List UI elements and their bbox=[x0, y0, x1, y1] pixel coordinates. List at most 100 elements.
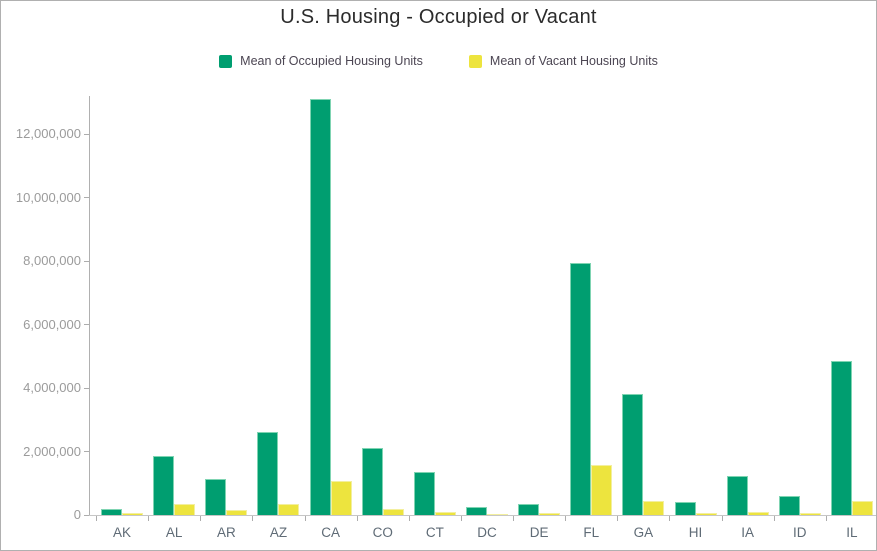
occupied-bar-ca bbox=[309, 99, 331, 515]
category-group-ia bbox=[722, 96, 774, 515]
category-group-ak bbox=[96, 96, 148, 515]
category-group-id bbox=[774, 96, 826, 515]
occupied-bar-ar bbox=[205, 478, 227, 515]
category-group-hi bbox=[670, 96, 722, 515]
x-axis-line bbox=[89, 515, 876, 516]
x-axis-label-dc: DC bbox=[477, 525, 497, 540]
category-group-dc bbox=[461, 96, 513, 515]
y-axis-tick-label: 0 bbox=[73, 507, 81, 522]
x-axis-label-ca: CA bbox=[321, 525, 340, 540]
vacant-bar-al bbox=[174, 503, 196, 515]
vacant-bar-de bbox=[539, 513, 561, 515]
x-axis-tick bbox=[96, 516, 97, 521]
x-axis-tick bbox=[252, 516, 254, 521]
vacant-bar-ia bbox=[747, 512, 769, 515]
occupied-series-swatch-icon bbox=[219, 54, 233, 68]
x-axis-tick bbox=[513, 516, 515, 521]
category-group-fl bbox=[565, 96, 617, 515]
y-axis-line bbox=[89, 96, 90, 516]
occupied-bar-ct bbox=[413, 472, 435, 515]
x-axis-tick bbox=[148, 516, 150, 521]
x-axis-label-id: ID bbox=[793, 525, 807, 540]
chart-title: U.S. Housing - Occupied or Vacant bbox=[280, 6, 597, 28]
y-axis-tick-label: 4,000,000 bbox=[23, 380, 81, 396]
x-axis-tick bbox=[669, 516, 671, 521]
vacant-bar-co bbox=[382, 509, 404, 515]
vacant-bar-ct bbox=[434, 512, 456, 515]
chart-legend: Mean of Occupied Housing Units Mean of V… bbox=[1, 54, 876, 68]
vacant-bar-ca bbox=[330, 481, 352, 515]
occupied-bar-ga bbox=[622, 394, 644, 515]
vacant-bar-az bbox=[278, 503, 300, 515]
x-axis-label-ia: IA bbox=[741, 525, 755, 540]
x-axis-tick bbox=[460, 516, 462, 521]
occupied-bar-id bbox=[778, 495, 800, 515]
x-axis-label-ar: AR bbox=[216, 525, 236, 540]
x-axis-tick bbox=[721, 516, 723, 521]
x-axis-tick bbox=[356, 516, 358, 521]
vacant-bar-ar bbox=[226, 510, 248, 515]
category-group-ga bbox=[617, 96, 669, 515]
legend-label-vacant: Mean of Vacant Housing Units bbox=[489, 54, 658, 68]
x-axis-label-ga: GA bbox=[633, 525, 654, 540]
x-axis-label-il: IL bbox=[846, 525, 858, 540]
y-axis-tick-label: 2,000,000 bbox=[23, 443, 81, 459]
vacant-bar-fl bbox=[591, 464, 613, 515]
y-axis-tick-label: 12,000,000 bbox=[15, 126, 81, 142]
x-axis-label-al: AL bbox=[165, 525, 183, 540]
vacant-bar-hi bbox=[695, 513, 717, 515]
x-axis-tick bbox=[825, 516, 827, 521]
vacant-bar-dc bbox=[487, 514, 509, 515]
plot-area bbox=[89, 96, 876, 515]
y-axis-tick bbox=[84, 387, 89, 389]
category-group-ar bbox=[200, 96, 252, 515]
vacant-series-swatch-icon bbox=[468, 54, 482, 68]
category-group-de bbox=[513, 96, 565, 515]
occupied-bar-il bbox=[831, 361, 853, 515]
y-axis-tick bbox=[84, 197, 89, 199]
x-axis-tick bbox=[408, 516, 410, 521]
x-axis-tick bbox=[304, 516, 306, 521]
y-axis-tick bbox=[84, 514, 89, 516]
legend-item-occupied: Mean of Occupied Housing Units bbox=[219, 54, 423, 68]
x-axis-tick bbox=[617, 516, 619, 521]
legend-label-occupied: Mean of Occupied Housing Units bbox=[240, 54, 423, 68]
y-axis-tick bbox=[84, 133, 89, 135]
category-group-ca bbox=[305, 96, 357, 515]
vacant-bar-il bbox=[852, 501, 874, 515]
category-group-il bbox=[826, 96, 876, 515]
y-axis-tick-label: 6,000,000 bbox=[23, 316, 81, 332]
x-axis-label-ct: CT bbox=[425, 525, 444, 540]
category-group-al bbox=[148, 96, 200, 515]
y-axis-tick bbox=[84, 260, 89, 262]
x-axis-tick bbox=[200, 516, 202, 521]
occupied-bar-ia bbox=[726, 475, 748, 515]
occupied-bar-hi bbox=[674, 502, 696, 515]
occupied-bar-co bbox=[361, 448, 383, 515]
y-axis-tick-label: 8,000,000 bbox=[23, 253, 81, 269]
x-axis-label-co: CO bbox=[372, 525, 393, 540]
vacant-bar-ak bbox=[122, 513, 144, 515]
occupied-bar-al bbox=[153, 455, 175, 515]
category-group-co bbox=[357, 96, 409, 515]
x-axis-tick bbox=[773, 516, 775, 521]
y-axis-tick-label: 10,000,000 bbox=[15, 189, 81, 205]
category-group-az bbox=[252, 96, 304, 515]
vacant-bar-ga bbox=[643, 501, 665, 515]
occupied-bar-fl bbox=[570, 263, 592, 515]
x-axis-label-az: AZ bbox=[269, 525, 288, 540]
category-group-ct bbox=[409, 96, 461, 515]
y-axis-tick bbox=[84, 324, 89, 326]
occupied-bar-az bbox=[257, 432, 279, 515]
x-axis-label-ak: AK bbox=[113, 525, 132, 540]
occupied-bar-de bbox=[518, 504, 540, 515]
occupied-bar-dc bbox=[466, 507, 488, 515]
x-axis-label-hi: HI bbox=[688, 525, 703, 540]
x-axis-tick bbox=[565, 516, 567, 521]
x-axis-label-fl: FL bbox=[583, 525, 600, 540]
legend-item-vacant: Mean of Vacant Housing Units bbox=[468, 54, 658, 68]
x-axis-label-de: DE bbox=[529, 525, 549, 540]
vacant-bar-id bbox=[799, 513, 821, 515]
occupied-bar-ak bbox=[101, 508, 123, 515]
